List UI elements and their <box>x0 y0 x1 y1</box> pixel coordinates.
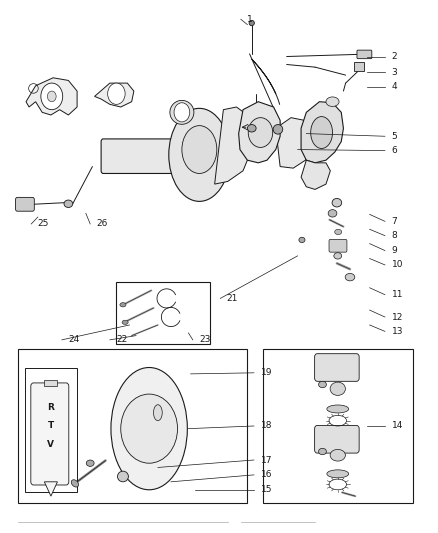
Circle shape <box>108 83 125 104</box>
Text: 14: 14 <box>392 422 403 431</box>
Text: 22: 22 <box>117 335 127 344</box>
Text: 4: 4 <box>392 82 397 91</box>
Text: 10: 10 <box>392 261 403 269</box>
Ellipse shape <box>153 405 162 421</box>
Text: 7: 7 <box>392 217 397 226</box>
Text: 23: 23 <box>199 335 211 344</box>
Bar <box>18 349 247 503</box>
Ellipse shape <box>318 381 326 387</box>
Text: 9: 9 <box>392 246 397 255</box>
Text: 25: 25 <box>38 220 49 229</box>
Circle shape <box>248 118 273 148</box>
FancyBboxPatch shape <box>101 139 173 173</box>
Text: 19: 19 <box>261 368 272 377</box>
Ellipse shape <box>64 200 73 207</box>
Ellipse shape <box>327 470 349 478</box>
Bar <box>354 62 364 71</box>
Ellipse shape <box>247 125 256 132</box>
Ellipse shape <box>273 125 283 134</box>
Text: 1: 1 <box>247 15 253 24</box>
Circle shape <box>174 103 190 122</box>
Ellipse shape <box>169 108 230 201</box>
FancyBboxPatch shape <box>357 50 372 59</box>
Ellipse shape <box>326 97 339 107</box>
Ellipse shape <box>332 198 342 207</box>
FancyBboxPatch shape <box>314 354 359 381</box>
Ellipse shape <box>120 303 126 307</box>
Polygon shape <box>95 83 134 107</box>
Ellipse shape <box>328 209 337 217</box>
Ellipse shape <box>170 100 194 124</box>
Ellipse shape <box>117 471 128 482</box>
Bar <box>263 349 413 503</box>
Text: 18: 18 <box>261 422 272 431</box>
Text: 3: 3 <box>392 68 397 77</box>
Ellipse shape <box>249 20 254 26</box>
FancyBboxPatch shape <box>15 197 34 211</box>
Text: 24: 24 <box>68 335 80 344</box>
Polygon shape <box>301 160 330 189</box>
Ellipse shape <box>330 449 346 461</box>
Ellipse shape <box>345 273 355 281</box>
Polygon shape <box>215 107 252 184</box>
Bar <box>44 379 57 386</box>
Text: 15: 15 <box>261 485 272 494</box>
Polygon shape <box>44 482 57 496</box>
Circle shape <box>41 83 63 110</box>
Ellipse shape <box>299 237 305 243</box>
Ellipse shape <box>71 480 78 487</box>
Bar <box>117 282 210 344</box>
Text: 21: 21 <box>227 294 238 303</box>
Polygon shape <box>301 102 343 163</box>
Text: 12: 12 <box>392 312 403 321</box>
Text: 13: 13 <box>392 327 403 336</box>
Polygon shape <box>276 118 311 168</box>
Ellipse shape <box>335 229 342 235</box>
Ellipse shape <box>182 126 217 173</box>
Text: R: R <box>47 403 54 412</box>
Ellipse shape <box>122 320 128 325</box>
Text: 11: 11 <box>392 290 403 299</box>
Circle shape <box>121 394 177 463</box>
Text: 6: 6 <box>392 146 397 155</box>
Text: 26: 26 <box>97 220 108 229</box>
Circle shape <box>47 91 56 102</box>
FancyBboxPatch shape <box>329 239 347 252</box>
Ellipse shape <box>334 253 342 259</box>
Polygon shape <box>26 78 77 115</box>
Text: 16: 16 <box>261 471 272 479</box>
Ellipse shape <box>86 460 94 466</box>
Text: V: V <box>47 440 54 449</box>
Text: T: T <box>48 422 54 431</box>
Bar <box>25 368 77 492</box>
Text: 2: 2 <box>392 52 397 61</box>
FancyBboxPatch shape <box>314 425 359 453</box>
Ellipse shape <box>111 368 187 490</box>
Ellipse shape <box>330 382 346 395</box>
Ellipse shape <box>318 448 326 455</box>
Text: 8: 8 <box>392 231 397 240</box>
Polygon shape <box>239 102 280 163</box>
Text: 17: 17 <box>261 456 272 464</box>
Ellipse shape <box>327 405 349 413</box>
Text: 5: 5 <box>392 132 397 141</box>
FancyBboxPatch shape <box>31 383 69 485</box>
Ellipse shape <box>311 117 332 149</box>
